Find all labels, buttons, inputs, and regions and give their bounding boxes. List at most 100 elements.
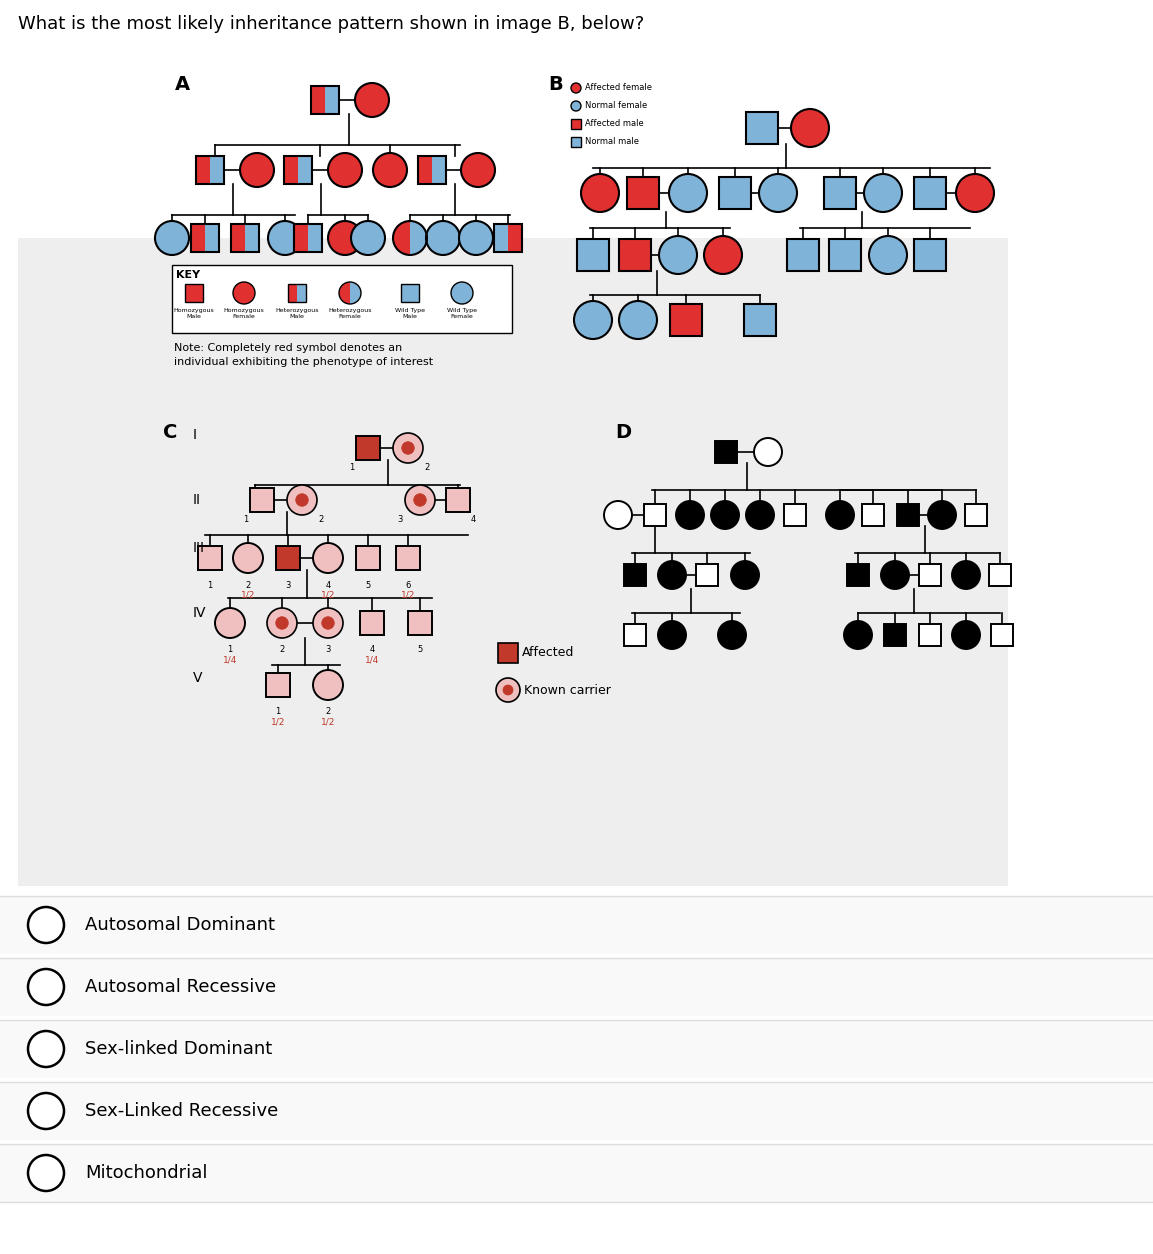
Circle shape xyxy=(401,441,414,454)
Circle shape xyxy=(754,438,782,466)
Circle shape xyxy=(658,561,686,589)
Bar xyxy=(191,224,219,252)
Circle shape xyxy=(791,109,829,147)
Bar xyxy=(294,224,308,252)
Text: 2: 2 xyxy=(318,515,323,524)
Text: 4: 4 xyxy=(369,646,375,655)
Text: C: C xyxy=(163,423,178,441)
Bar xyxy=(670,303,702,336)
Wedge shape xyxy=(410,221,427,255)
Bar xyxy=(432,155,446,184)
Bar xyxy=(965,504,987,525)
Bar xyxy=(627,177,660,209)
Bar xyxy=(619,240,651,271)
Bar xyxy=(250,488,274,512)
Circle shape xyxy=(731,561,759,589)
Bar xyxy=(746,112,778,144)
Bar xyxy=(18,238,1008,887)
Circle shape xyxy=(928,502,956,529)
Bar xyxy=(356,436,380,460)
Text: Affected male: Affected male xyxy=(585,119,643,128)
Bar xyxy=(276,545,300,571)
Text: Wild Type
Male: Wild Type Male xyxy=(395,308,425,319)
Text: III: III xyxy=(193,540,205,556)
Text: 5: 5 xyxy=(366,581,370,589)
Circle shape xyxy=(312,670,342,700)
Circle shape xyxy=(869,236,907,275)
Circle shape xyxy=(240,153,274,187)
Text: C: C xyxy=(39,1040,53,1058)
Text: D: D xyxy=(38,1102,53,1120)
Bar xyxy=(744,303,776,336)
Text: 1/2: 1/2 xyxy=(271,717,285,726)
Wedge shape xyxy=(351,282,361,303)
Circle shape xyxy=(881,561,909,589)
Bar xyxy=(284,155,312,184)
Bar xyxy=(919,624,941,646)
Bar xyxy=(847,564,869,586)
Text: 1/2: 1/2 xyxy=(321,717,336,726)
Circle shape xyxy=(704,236,743,275)
Circle shape xyxy=(214,608,244,638)
Bar xyxy=(696,564,718,586)
Text: 1: 1 xyxy=(276,707,280,716)
Circle shape xyxy=(351,221,385,255)
Circle shape xyxy=(952,621,980,650)
Bar xyxy=(308,224,322,252)
Circle shape xyxy=(604,502,632,529)
Circle shape xyxy=(374,153,407,187)
Text: II: II xyxy=(193,493,201,507)
Circle shape xyxy=(676,502,704,529)
Text: KEY: KEY xyxy=(176,270,201,280)
Circle shape xyxy=(571,83,581,93)
Bar xyxy=(571,119,581,129)
Bar xyxy=(205,224,219,252)
Bar xyxy=(419,155,432,184)
Circle shape xyxy=(619,301,657,339)
Bar xyxy=(311,87,325,114)
Text: 4: 4 xyxy=(325,581,331,589)
Text: Heterozygous
Female: Heterozygous Female xyxy=(329,308,371,319)
Bar xyxy=(645,504,666,525)
Circle shape xyxy=(669,174,707,212)
Text: Known carrier: Known carrier xyxy=(523,683,611,696)
Circle shape xyxy=(826,502,854,529)
Bar xyxy=(294,224,322,252)
Bar xyxy=(210,155,224,184)
Bar xyxy=(989,564,1011,586)
Text: 3: 3 xyxy=(325,646,331,655)
Circle shape xyxy=(459,221,493,255)
Circle shape xyxy=(276,617,288,630)
Bar xyxy=(266,673,291,697)
Circle shape xyxy=(327,221,362,255)
Circle shape xyxy=(355,83,389,117)
Circle shape xyxy=(312,543,342,573)
Text: I: I xyxy=(193,428,197,441)
Bar xyxy=(191,224,205,252)
Text: Affected female: Affected female xyxy=(585,84,651,93)
Text: Autosomal Recessive: Autosomal Recessive xyxy=(85,978,276,996)
Circle shape xyxy=(864,174,902,212)
Text: V: V xyxy=(193,671,203,685)
Text: Note: Completely red symbol denotes an: Note: Completely red symbol denotes an xyxy=(174,344,402,352)
Text: individual exhibiting the phenotype of interest: individual exhibiting the phenotype of i… xyxy=(174,357,434,367)
Bar xyxy=(231,224,259,252)
Bar xyxy=(493,224,508,252)
Text: 1: 1 xyxy=(208,581,212,589)
Text: 2: 2 xyxy=(279,646,285,655)
Text: Sex-Linked Recessive: Sex-Linked Recessive xyxy=(85,1102,278,1120)
Text: 5: 5 xyxy=(417,646,423,655)
Bar xyxy=(719,177,751,209)
Bar xyxy=(624,564,646,586)
Bar xyxy=(919,564,941,586)
Bar xyxy=(829,240,861,271)
Text: D: D xyxy=(615,423,631,441)
Bar xyxy=(184,283,203,302)
Text: 2: 2 xyxy=(424,464,429,473)
Text: 1/2: 1/2 xyxy=(241,591,255,599)
Circle shape xyxy=(312,608,342,638)
Text: 1/4: 1/4 xyxy=(364,656,379,665)
Text: Sex-linked Dominant: Sex-linked Dominant xyxy=(85,1040,272,1058)
Text: IV: IV xyxy=(193,606,206,619)
Text: 4: 4 xyxy=(470,515,476,524)
